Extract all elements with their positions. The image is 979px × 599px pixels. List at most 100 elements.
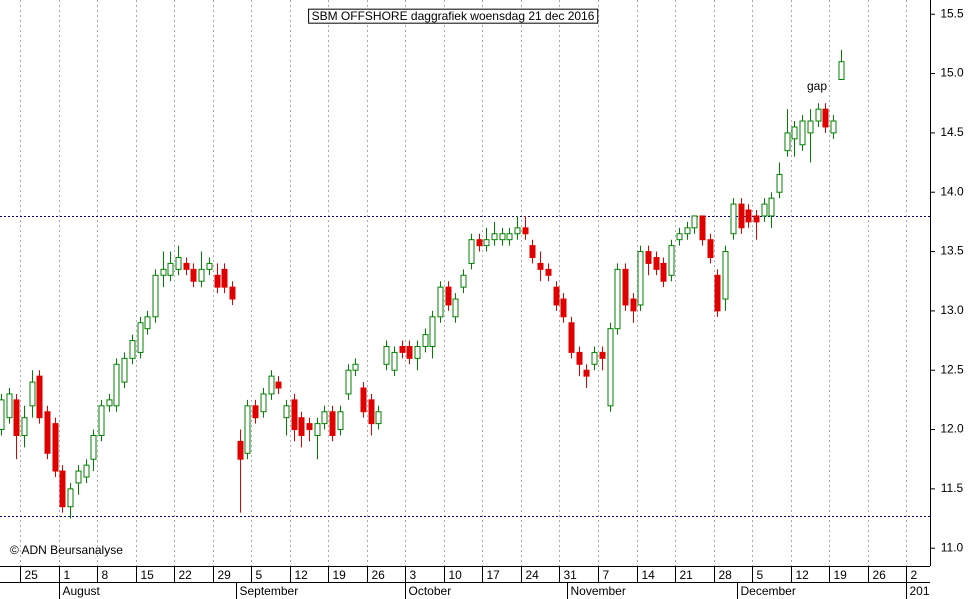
y-tick-label: 13.5 [940,244,964,258]
y-tick-label: 14.0 [940,184,964,198]
candle-body [75,470,82,484]
candle-body [167,262,174,276]
candle-body [553,286,560,306]
candle-body [707,239,714,258]
y-tick-label: 11.0 [941,540,964,554]
x-tick-label: 19 [834,568,848,582]
month-label: October [409,584,452,598]
candle-body [799,120,806,146]
candle-body [152,274,159,318]
x-tick-label: 3 [410,568,417,582]
x-tick-label: 1 [64,568,71,582]
y-tick-label: 11.5 [941,481,964,495]
candle-body [229,286,236,300]
x-tick-label: 28 [719,568,733,582]
candle-body [260,393,267,413]
candle-body [137,322,144,353]
y-tick-label: 12.0 [940,422,964,436]
candle-body [699,215,706,241]
candle-body [121,357,128,383]
y-tick-label: 12.5 [940,362,964,376]
annotation: gap [807,79,827,93]
candle-body [460,274,467,288]
candle-body [44,411,51,454]
candle-body [52,423,59,472]
y-tick-label: 15.5 [940,6,964,20]
x-tick-label: 10 [449,568,463,582]
candle-body [622,268,629,306]
month-label: August [63,584,101,598]
x-axis: 25 1 8 15 22 29 5 12 19 26 3 10 17 24 31 7 14 21 28 5 12 19 26… [20,566,937,599]
candle-body [106,399,113,407]
candle-body [583,369,590,377]
x-tick-label: 15 [141,568,155,582]
candle-body [476,239,483,247]
x-tick-label: 17 [487,568,501,582]
month-label: December [741,584,796,598]
candle-body [722,251,729,300]
x-tick-label: 19 [333,568,347,582]
candle-body [607,328,614,407]
candle-body [422,334,429,347]
candle-body [314,423,321,436]
x-tick-label: 5 [757,568,764,582]
candle-body [429,316,436,347]
candle-body [283,405,290,419]
candle-body [399,345,406,353]
candle-body [506,233,513,241]
candle-body [452,298,459,318]
candle-body [144,316,151,330]
month-label: November [571,584,626,598]
candle-body [383,345,390,365]
candle-body [129,340,136,359]
candle-body [21,417,28,436]
candle-body [59,470,66,508]
x-tick-label: 26 [372,568,386,582]
y-tick-label: 15.0 [940,66,964,80]
candle-body [660,262,667,282]
candle-body [499,233,506,241]
candle-body [345,369,352,395]
y-tick-label: 14.5 [940,125,964,139]
candle-body [13,399,20,436]
candle-body [221,268,228,288]
candle-body [614,268,621,330]
candle-body [668,245,675,276]
month-label: 2017 [910,584,937,598]
y-axis: 11.0 11.5 12.0 12.5 13.0 13.5 14.0 14.5 15.0 15.5 [930,6,964,554]
candle-body [90,434,97,460]
candle-body [522,227,529,235]
candle-body [306,423,313,431]
x-tick-label: 12 [796,568,810,582]
candle-body [6,393,13,419]
x-tick-label: 29 [218,568,232,582]
x-tick-label: 25 [25,568,39,582]
candle-body [214,274,221,288]
candle-body [838,61,845,81]
candle-body [576,351,583,365]
chart-title: SBM OFFSHORE daggrafiek woensdag 21 dec … [312,9,595,23]
candle-body [529,245,536,258]
candle-body [368,399,375,425]
x-tick-label: 21 [680,568,694,582]
y-tick-label: 13.0 [940,303,964,317]
candle-body [691,215,698,229]
candle-body [198,268,205,282]
candle-body [768,197,775,217]
candle-body [244,405,251,454]
candle-body [591,351,598,365]
candle-body [67,488,74,508]
candle-body [190,268,197,282]
plot-area [0,0,930,566]
candle-body [645,251,652,264]
candle-body [745,209,752,223]
candle-body [291,399,298,431]
candle-body [537,262,544,270]
candle-body [545,268,552,276]
candle-body [468,239,475,264]
candle-body [414,345,421,359]
candle-body [514,227,521,235]
